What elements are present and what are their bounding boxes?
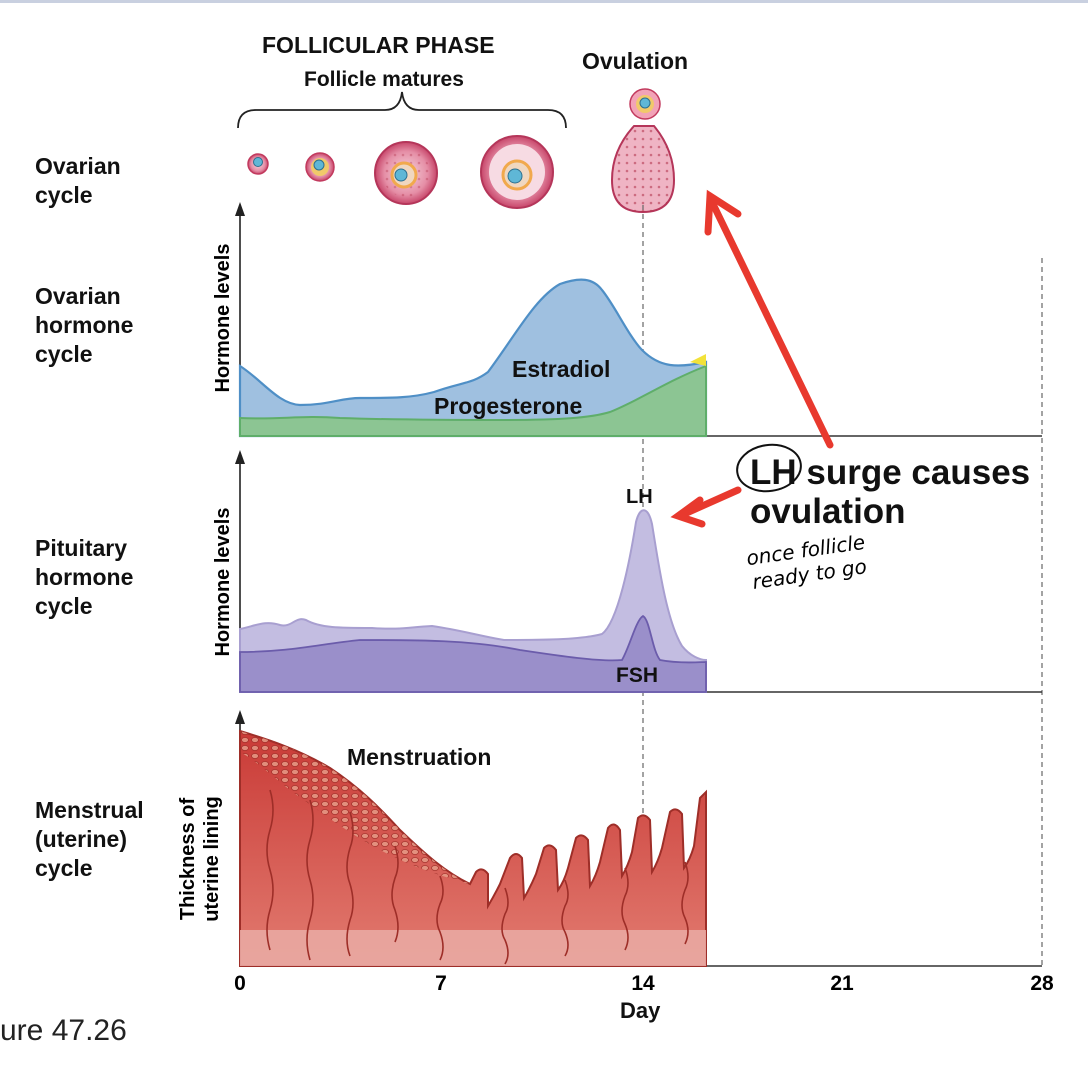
ovulating-follicle: [610, 88, 676, 214]
follicular-phase-brace: [237, 91, 567, 129]
estradiol-area: [238, 278, 708, 438]
ovulation-title: Ovulation: [582, 48, 689, 74]
progesterone-label: Progesterone: [434, 393, 583, 419]
lh-hand-circle: [736, 443, 802, 493]
x-tick-14: 14: [631, 972, 655, 995]
row-label-ovarian-hormone-cycle: Ovarian hormone cycle: [35, 283, 134, 367]
follicle-stage-1: [247, 153, 269, 175]
menstruation-detached-layer: [240, 731, 470, 884]
estradiol-label: Estradiol: [512, 356, 611, 382]
menstruation-label: Menstruation: [347, 744, 492, 770]
annotation-line-2: ovulation: [750, 492, 906, 531]
x-tick-7: 7: [435, 972, 447, 995]
lh-label: LH: [626, 486, 653, 508]
spiral-arteries: [266, 789, 689, 965]
top-border: [0, 0, 1088, 3]
arrow-to-lh-peak: [670, 486, 742, 528]
y-axis-arrowhead-2: [235, 450, 245, 464]
fsh-label: FSH: [616, 664, 658, 687]
follicular-phase-title: FOLLICULAR PHASE: [262, 32, 495, 58]
x-tick-28: 28: [1030, 972, 1054, 995]
y-axis-arrowhead-3: [235, 710, 245, 724]
row-label-menstrual-cycle: Menstrual (uterine) cycle: [35, 797, 144, 881]
follicular-phase-subtitle: Follicle matures: [304, 68, 464, 91]
follicle-stage-4: [480, 135, 554, 209]
x-axis-label: Day: [620, 998, 661, 1023]
x-tick-21: 21: [830, 972, 854, 995]
row-label-ovarian-cycle: Ovarian cycle: [35, 153, 121, 208]
follicle-stage-2: [305, 152, 335, 182]
x-tick-0: 0: [234, 972, 246, 995]
uterine-basal-layer: [240, 930, 706, 966]
arrow-to-ovulation: [704, 189, 834, 449]
figure-caption: ure 47.26: [0, 1014, 127, 1047]
y-axis-arrowhead-1: [235, 202, 245, 216]
follicle-stage-3: [374, 141, 438, 205]
progesterone-area: [239, 364, 707, 437]
estradiol-yellow-tip: [690, 354, 706, 366]
annotation-line-1: LH surge causes: [750, 453, 1031, 492]
row-label-pituitary-hormone-cycle: Pituitary hormone cycle: [35, 535, 134, 619]
fsh-area: [239, 614, 707, 693]
